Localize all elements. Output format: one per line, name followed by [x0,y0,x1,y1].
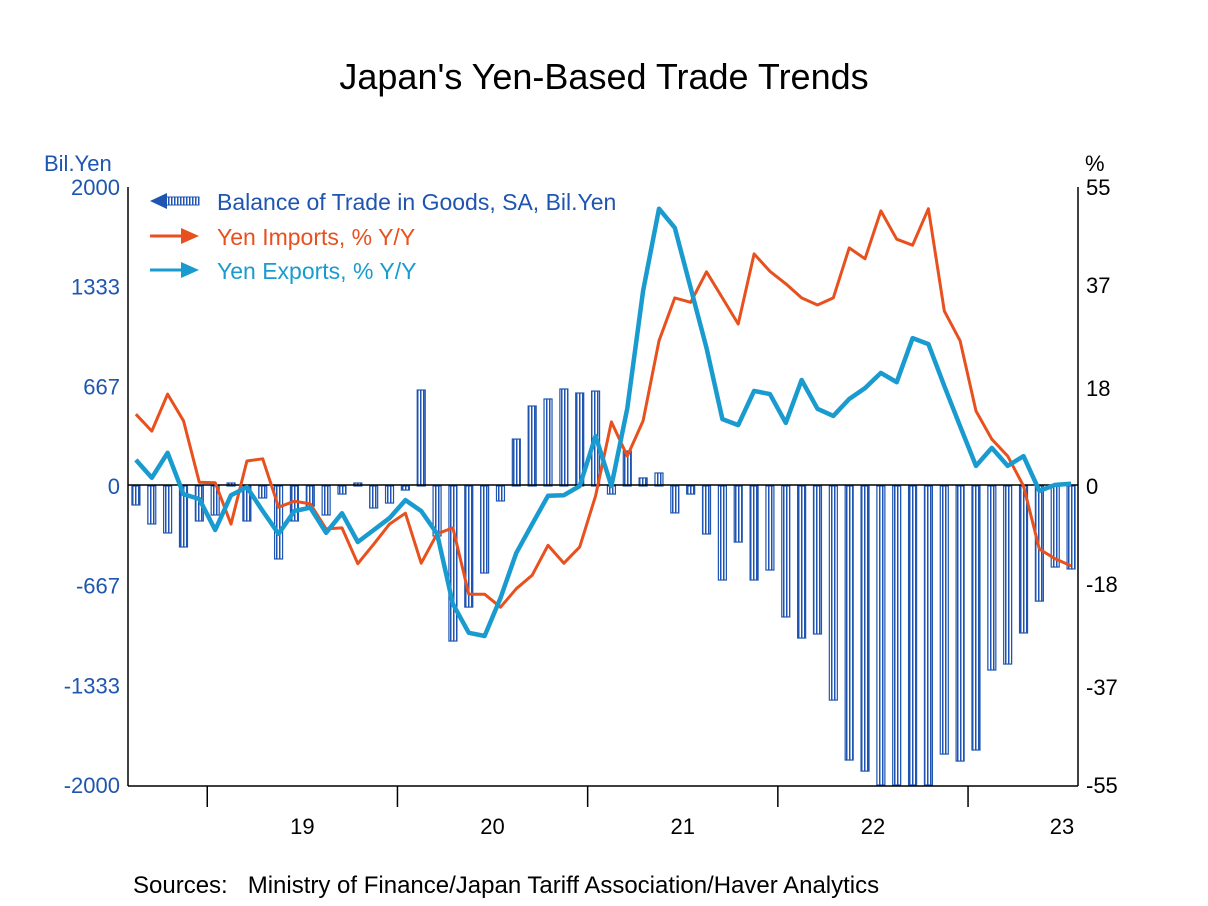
balance-bar [638,477,648,487]
balance-bar [511,438,521,487]
balance-bar [828,485,838,701]
balance-bar [733,485,743,543]
exports-line [134,206,1072,639]
balance-bar [812,485,823,635]
legend-label-exports: Yen Exports, % Y/Y [217,258,416,284]
balance-bar [765,485,775,571]
balance-bar [258,485,268,499]
sources-note: Sources: Ministry of Finance/Japan Tarif… [133,872,880,899]
balance-bar [416,389,426,487]
legend-item-imports: Yen Imports, % Y/Y [150,224,415,250]
balance-bar [749,485,759,581]
balance-bar [448,485,458,642]
balance-bar [1066,485,1076,570]
balance-bar [163,485,173,534]
balance-bar [1018,485,1029,634]
x-tick-label: 22 [861,814,885,839]
balance-bar [273,485,284,560]
balance-bar [860,485,870,772]
balance-bar [955,485,965,762]
x-tick-label: 23 [1050,814,1074,839]
balance-bar [1050,485,1060,568]
balance-bar [400,485,410,491]
right-tick-label: 0 [1086,474,1098,499]
balance-bar [971,485,981,751]
balance-bar [480,485,490,574]
balance-bar [717,485,727,581]
balance-bar [527,405,537,487]
left-tick-label: 667 [83,374,120,399]
balance-bar [670,485,680,514]
balance-bar [987,485,997,671]
x-tick-label: 20 [480,814,504,839]
balance-bar [1003,485,1013,665]
legend: Balance of Trade in Goods, SA, Bil.Yen Y… [150,189,616,284]
balance-bar [147,485,157,525]
balance-bar [321,485,331,516]
left-tick-label: 2000 [71,175,120,200]
balance-bar [178,485,189,548]
right-tick-label: 18 [1086,376,1110,401]
legend-label-imports: Yen Imports, % Y/Y [217,224,415,250]
balance-bar [337,485,347,495]
balance-bar [844,485,854,761]
balance-bar [495,485,506,502]
x-tick-label: 19 [290,814,314,839]
balance-bar [939,485,949,755]
left-tick-label: 1333 [71,275,120,300]
balance-bar [559,388,569,487]
balance-bar [797,485,807,639]
right-tick-label: 37 [1086,273,1110,298]
balance-bar [701,485,712,535]
chart-title: Japan's Yen-Based Trade Trends [339,56,869,97]
left-tick-label: -667 [76,574,120,599]
right-tick-label: -37 [1086,675,1118,700]
balance-bar [654,472,664,487]
x-tick-label: 21 [671,814,695,839]
legend-item-balance: Balance of Trade in Goods, SA, Bil.Yen [150,189,616,215]
balance-bar [131,485,141,506]
balance-bar [622,450,632,487]
left-tick-label: -2000 [64,773,120,798]
balance-bar [543,398,553,487]
legend-item-exports: Yen Exports, % Y/Y [150,258,416,284]
balance-bar [686,485,696,495]
right-tick-label: -18 [1086,572,1118,597]
balance-bar [781,485,791,618]
balance-bar [384,485,395,504]
left-tick-label: 0 [108,474,120,499]
balance-bar [907,485,918,786]
balance-bar [876,485,886,786]
legend-label-balance: Balance of Trade in Goods, SA, Bil.Yen [217,189,616,215]
right-tick-label: 55 [1086,175,1110,200]
left-tick-label: -1333 [64,673,120,698]
balance-bar [369,485,379,509]
balance-bar [923,485,934,786]
left-axis-label: Bil.Yen [44,151,112,176]
right-axis-label: % [1085,151,1105,176]
balance-bar [892,485,902,786]
right-tick-label: -55 [1086,773,1118,798]
balance-bar [464,485,474,608]
